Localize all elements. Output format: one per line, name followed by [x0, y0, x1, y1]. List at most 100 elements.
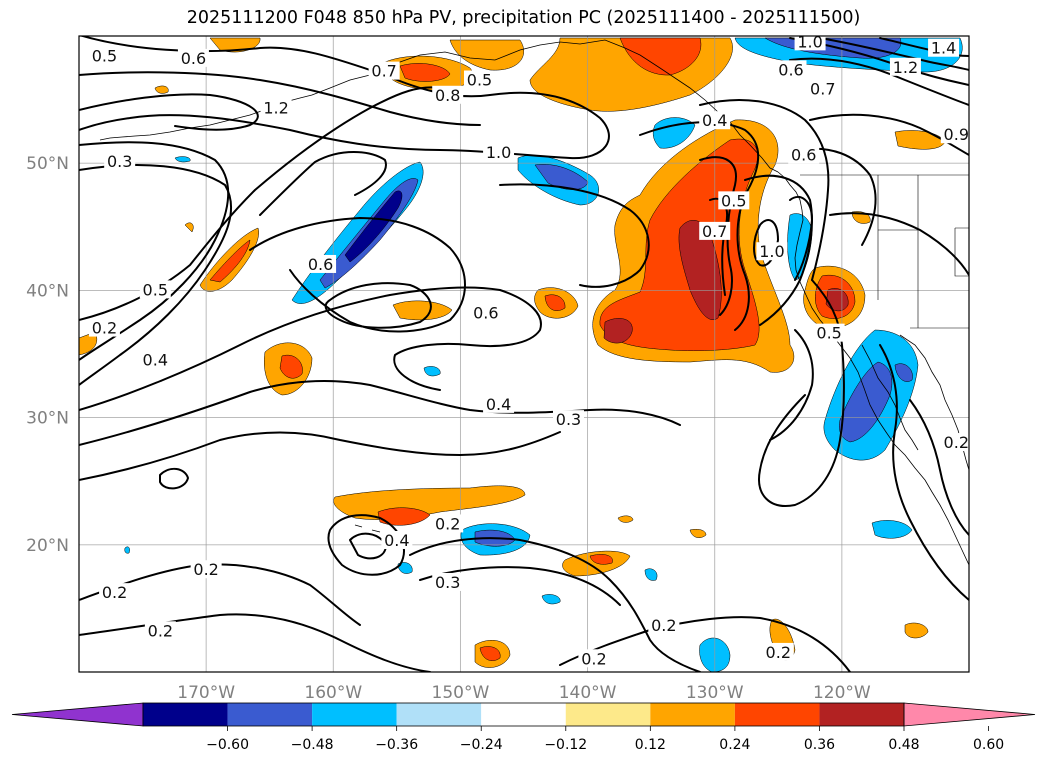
pv-contour-label-text: 0.2 — [581, 649, 606, 668]
colorbar-tick-label: 0.48 — [888, 737, 919, 753]
pv-contour-label: 1.2 — [260, 98, 292, 118]
pv-contour-label: 0.5 — [88, 46, 120, 65]
pv-contour-label-text: 0.6 — [308, 255, 333, 274]
pv-contour — [79, 380, 681, 446]
pv-contour-label-bg — [260, 98, 292, 117]
lon-tick-label: 150°W — [432, 683, 490, 703]
precip-negative-small2 — [124, 546, 130, 554]
lat-tick-label: 40°N — [26, 281, 69, 301]
lon-tick-label: 160°W — [304, 683, 362, 703]
colorbar-max-extension — [903, 702, 1036, 727]
pv-contour-label: 0.2 — [432, 514, 464, 533]
colorbar-tick-label: 0.60 — [973, 737, 1004, 753]
pv-contour-label-bg — [305, 254, 337, 273]
colorbar-tick-label: −0.36 — [375, 737, 418, 753]
pv-contour-label-text: 0.7 — [810, 79, 835, 98]
pv-contour-label-text: 0.7 — [702, 222, 727, 241]
pv-contour-label-text: 0.4 — [486, 395, 511, 414]
pv-contour-label-text: 1.0 — [486, 143, 511, 162]
lon-tick-label: 120°W — [813, 683, 871, 703]
pv-contour-label-text: 0.2 — [766, 643, 791, 662]
pv-contour-label-bg — [928, 38, 960, 57]
pv-contour — [419, 566, 621, 606]
pv-contour-label-bg — [699, 111, 731, 130]
pv-contour-label-text: 0.6 — [778, 60, 803, 79]
pv-contour — [259, 151, 387, 216]
pv-contour — [699, 156, 737, 316]
pv-contour — [159, 467, 189, 490]
pv-contour-label: 0.2 — [762, 642, 794, 662]
pv-contour-label: 0.5 — [464, 70, 495, 90]
pv-contour-label-bg — [807, 79, 839, 98]
colorbar-tick-label: 0.36 — [804, 737, 835, 753]
coastlines — [99, 39, 969, 566]
border-state-4 — [954, 227, 969, 277]
pv-contour-label: 0.2 — [648, 616, 680, 635]
pv-contour-label-text: 1.2 — [893, 58, 918, 77]
precip-positive-small3 — [184, 222, 194, 233]
precip-negative-small3 — [174, 156, 191, 163]
pv-contour — [799, 147, 877, 246]
pv-contour — [409, 537, 701, 672]
pv-contour-label-text: 0.2 — [435, 514, 460, 533]
map-title: 2025111200 F048 850 hPa PV, precipitatio… — [186, 8, 861, 28]
pv-contour — [789, 195, 813, 281]
precip-negative-sub5 — [644, 568, 658, 581]
precip-positive-subtrop2-red — [589, 554, 613, 565]
pv-contour-label: 0.6 — [177, 48, 209, 68]
precip-negative-sub4 — [541, 594, 561, 605]
precip-negative-sub3 — [397, 562, 413, 574]
colorbar-segment — [819, 703, 904, 726]
precip-positive-subtrop2 — [562, 550, 631, 577]
pv-contour-label: 0.4 — [139, 350, 171, 369]
precip-positive-mid2-red — [544, 294, 566, 311]
pv-contour — [79, 164, 233, 386]
pv-contour — [809, 113, 969, 156]
pv-contour-label-text: 0.6 — [473, 303, 498, 322]
pv-contour-labels: 0.5 0.6 1.2 0.7 0.8 0.5 1.0 0.3 0.6 0.6 0.5 0.2 0.4 0… — [88, 32, 972, 668]
colorbar-segment — [734, 703, 820, 726]
colorbar-tick-label: 0.24 — [719, 737, 750, 753]
pv-contour-label-bg — [788, 145, 820, 164]
pv-contour-label-bg — [483, 394, 515, 413]
colorbar-tick-label: −0.24 — [460, 737, 503, 753]
pv-contour-label-text: 0.5 — [816, 324, 841, 343]
pv-contour-label: 0.8 — [432, 85, 464, 105]
pv-contour-label-text: 0.6 — [181, 49, 206, 68]
pv-contour-label-text: 0.4 — [143, 350, 168, 369]
pv-contour-label-bg — [794, 32, 826, 51]
pv-contour-label-bg — [762, 642, 794, 661]
colorbar-outline — [142, 702, 905, 727]
lon-tick-label: 130°W — [686, 683, 744, 703]
pv-contour-label-bg — [813, 323, 845, 342]
colorbar-segment — [312, 703, 397, 726]
pv-contour-label-text: 0.4 — [384, 531, 409, 550]
colorbar-tick-label: −0.48 — [291, 737, 334, 753]
map-panel[interactable]: 0.5 0.6 1.2 0.7 0.8 0.5 1.0 0.3 0.6 0.6 0.5 0.2 0.4 0… — [79, 32, 972, 672]
pv-contour — [769, 329, 814, 441]
pv-contour — [79, 286, 542, 411]
pv-contour — [79, 36, 610, 160]
precip-positive-south1-red — [479, 646, 501, 661]
lon-tick-label: 140°W — [559, 683, 617, 703]
pv-contour-label: 0.2 — [144, 621, 176, 640]
pv-contour-label-text: 1.2 — [263, 99, 288, 118]
pv-contour-label-bg — [432, 85, 464, 104]
pv-contour-label-bg — [368, 61, 400, 80]
pv-contour-label-text: 0.3 — [435, 573, 460, 592]
pv-contour — [79, 431, 561, 481]
pv-contour — [79, 563, 361, 626]
coastline-alaska — [384, 39, 779, 173]
pv-contour — [789, 57, 969, 106]
pv-contour-label: 1.0 — [794, 32, 826, 51]
pv-contour — [559, 616, 851, 672]
precip-positive-darkred-2 — [603, 318, 633, 344]
lat-tick-label: 20°N — [26, 536, 69, 556]
colorbar-tick-label: −0.60 — [206, 737, 249, 753]
latitude-axis: 50°N 40°N 30°N 20°N — [26, 154, 69, 556]
pv-contour-label: 0.6 — [775, 60, 807, 79]
precip-positive-mid1-red — [279, 354, 303, 379]
coastline-baja-east — [861, 344, 919, 451]
pv-contour-label-text: 0.2 — [651, 616, 676, 635]
